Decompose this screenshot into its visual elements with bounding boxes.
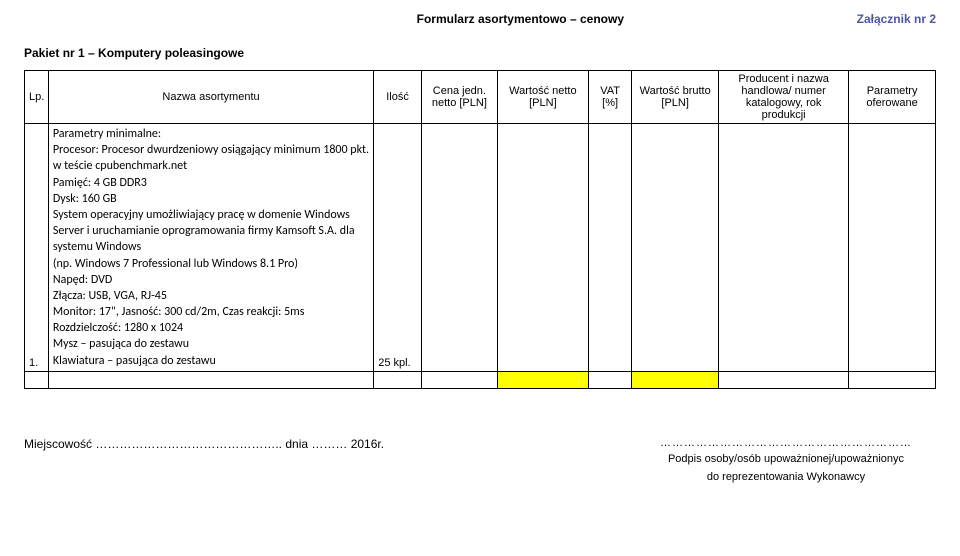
col-name: Nazwa asortymentu (48, 71, 373, 124)
signature-line-1: Podpis osoby/osób upoważnionej/upoważnio… (636, 453, 936, 465)
col-producer: Producent i nazwa handlowa/ numer katalo… (719, 71, 849, 124)
signature-line-2: do reprezentowania Wykonawcy (636, 471, 936, 483)
cell-net-value[interactable] (497, 124, 588, 372)
col-gross-value: Wartość brutto [PLN] (632, 71, 719, 124)
form-title: Formularz asortymentowo – cenowy (24, 12, 857, 26)
total-spacer (588, 371, 631, 388)
total-spacer (719, 371, 849, 388)
cell-description: Parametry minimalne: Procesor: Procesor … (48, 124, 373, 372)
total-net-value[interactable] (497, 371, 588, 388)
total-spacer (849, 371, 936, 388)
col-net-value: Wartość netto [PLN] (497, 71, 588, 124)
total-gross-value[interactable] (632, 371, 719, 388)
cell-qty: 25 kpl. (374, 124, 422, 372)
attachment-label: Załącznik nr 2 (857, 12, 936, 26)
table-total-row (25, 371, 936, 388)
cell-producer[interactable] (719, 124, 849, 372)
col-params: Parametry oferowane (849, 71, 936, 124)
col-lp: Lp. (25, 71, 49, 124)
cell-unit-price[interactable] (421, 124, 497, 372)
package-title: Pakiet nr 1 – Komputery poleasingowe (24, 46, 936, 60)
table-header-row: Lp. Nazwa asortymentu Ilość Cena jedn. n… (25, 71, 936, 124)
cell-params[interactable] (849, 124, 936, 372)
table-row: 1. Parametry minimalne: Procesor: Proces… (25, 124, 936, 372)
total-spacer (374, 371, 422, 388)
footer-place-date: Miejscowość ……………………………………….. dnia ……… 2… (24, 437, 384, 483)
col-vat: VAT [%] (588, 71, 631, 124)
cell-vat[interactable] (588, 124, 631, 372)
col-unit-price: Cena jedn. netto [PLN] (421, 71, 497, 124)
col-qty: Ilość (374, 71, 422, 124)
total-spacer (421, 371, 497, 388)
cell-lp: 1. (25, 124, 49, 372)
signature-dots: ……………………………………………………… (636, 437, 936, 449)
cell-gross-value[interactable] (632, 124, 719, 372)
pricing-table: Lp. Nazwa asortymentu Ilość Cena jedn. n… (24, 70, 936, 389)
total-spacer (25, 371, 49, 388)
total-spacer (48, 371, 373, 388)
